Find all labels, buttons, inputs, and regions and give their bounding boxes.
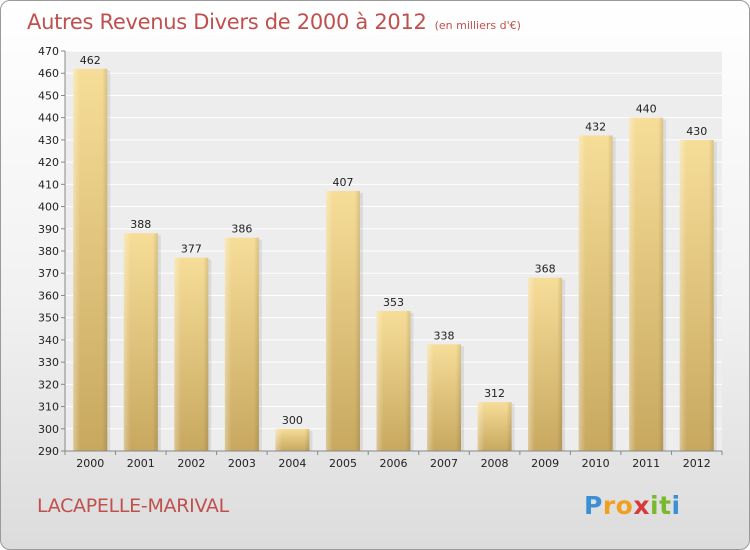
y-tick-label: 460 [38,67,59,80]
logo-letter: t [659,491,672,520]
bars-group [73,68,717,452]
commune-name: LACAPELLE-MARIVAL [37,495,229,517]
chart-subtitle: (en milliers d'€) [434,19,521,32]
x-tick-label: 2005 [329,457,357,470]
title-line: Autres Revenus Divers de 2000 à 2012 (en … [27,10,521,34]
bar-value-label: 386 [231,223,252,236]
x-tick-label: 2004 [278,457,306,470]
x-tick-label: 2011 [632,457,660,470]
bar-highlight [174,257,209,451]
bar-highlight [629,117,664,452]
x-tick-label: 2008 [481,457,509,470]
bar-highlight [578,135,613,451]
bar-highlight [73,68,108,452]
x-tick-label: 2010 [582,457,610,470]
y-tick-label: 310 [38,401,59,414]
bar-value-label: 377 [181,243,202,256]
logo-letter: i [650,491,660,520]
logo-letter: P [584,491,603,520]
bar-highlight [528,277,563,451]
bar-value-label: 462 [80,54,101,67]
bar-highlight [427,344,462,451]
bar-value-label: 430 [686,125,707,138]
bar-highlight [224,237,259,451]
x-tick-label: 2007 [430,457,458,470]
bar-value-label: 407 [332,176,353,189]
logo-letter: x [633,491,650,520]
bar-value-label: 368 [535,263,556,276]
x-tick-label: 2006 [380,457,408,470]
bar-value-label: 388 [130,218,151,231]
x-tick-label: 2009 [531,457,559,470]
x-tick-label: 2002 [177,457,205,470]
y-tick-label: 360 [38,289,59,302]
y-tick-label: 350 [38,312,59,325]
bar-highlight [325,191,360,451]
bar-value-label: 300 [282,414,303,427]
logo-letter: r [602,491,616,520]
bar-highlight [275,428,310,451]
y-tick-label: 340 [38,334,59,347]
y-tick-label: 290 [38,445,59,458]
proxiti-logo: Proxiti [584,491,681,520]
y-tick-label: 380 [38,245,59,258]
y-axis: 290 300 310 320 330 340 350 360 370 380 390 400 410 4… [38,45,66,458]
bar-highlight [376,311,411,451]
x-tick-label: 2012 [683,457,711,470]
y-tick-label: 320 [38,378,59,391]
y-tick-label: 300 [38,423,59,436]
bar-highlight [679,139,714,451]
bar-value-label: 338 [434,329,455,342]
x-axis: 2000 2001 2002 2003 2004 2005 2006 2007 2008 2009… [64,450,723,470]
logo-letter: i [671,491,681,520]
x-tick-label: 2000 [76,457,104,470]
x-tick-label: 2003 [228,457,256,470]
y-tick-label: 450 [38,89,59,102]
bar-value-label: 432 [585,120,606,133]
y-tick-label: 330 [38,356,59,369]
y-tick-label: 410 [38,178,59,191]
y-tick-label: 370 [38,267,59,280]
bar-highlight [477,402,512,451]
y-tick-label: 440 [38,112,59,125]
y-tick-label: 430 [38,134,59,147]
logo-letter: o [615,491,634,520]
chart-title: Autres Revenus Divers de 2000 à 2012 [27,10,427,34]
y-tick-label: 420 [38,156,59,169]
bar-highlight [123,233,158,451]
value-labels: 462 388 377 386 300 407 353 338 312 368 432 440 430 [80,54,707,427]
y-tick-label: 400 [38,201,59,214]
bar-value-label: 440 [636,103,657,116]
bar-value-label: 353 [383,296,404,309]
y-tick-label: 390 [38,223,59,236]
y-tick-label: 470 [38,45,59,58]
bar-value-label: 312 [484,387,505,400]
x-tick-label: 2001 [127,457,155,470]
